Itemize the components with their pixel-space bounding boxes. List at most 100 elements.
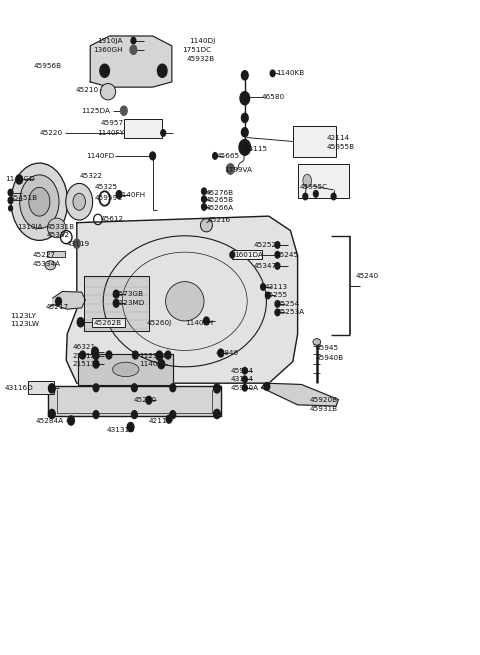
Circle shape bbox=[230, 252, 235, 258]
Text: 45260J: 45260J bbox=[146, 320, 172, 326]
Circle shape bbox=[241, 113, 248, 122]
Polygon shape bbox=[90, 36, 172, 87]
Circle shape bbox=[242, 384, 247, 391]
Circle shape bbox=[158, 360, 165, 369]
Ellipse shape bbox=[29, 187, 50, 216]
Text: 45955B: 45955B bbox=[326, 143, 355, 150]
Text: 45216: 45216 bbox=[207, 217, 230, 223]
Text: 1360GH: 1360GH bbox=[93, 47, 122, 53]
Circle shape bbox=[170, 384, 176, 392]
Circle shape bbox=[132, 384, 137, 392]
Text: 45347: 45347 bbox=[253, 263, 276, 269]
Circle shape bbox=[275, 252, 280, 258]
Text: 1140FH: 1140FH bbox=[185, 320, 213, 326]
Text: 21513A: 21513A bbox=[73, 361, 101, 367]
Circle shape bbox=[261, 284, 265, 290]
Text: 45932B: 45932B bbox=[186, 56, 215, 62]
Text: 45254: 45254 bbox=[276, 301, 300, 307]
Text: 43113: 43113 bbox=[265, 284, 288, 290]
Text: 1310JA: 1310JA bbox=[17, 223, 43, 230]
Circle shape bbox=[275, 242, 280, 248]
Text: 1799VA: 1799VA bbox=[224, 166, 252, 173]
Bar bbox=[124, 119, 162, 138]
Text: 43119: 43119 bbox=[66, 240, 89, 247]
Circle shape bbox=[264, 383, 270, 390]
Circle shape bbox=[213, 153, 217, 159]
Text: 45334A: 45334A bbox=[33, 261, 61, 267]
Circle shape bbox=[80, 351, 85, 359]
Polygon shape bbox=[84, 276, 149, 331]
Text: 45612: 45612 bbox=[101, 215, 124, 222]
Text: 45957: 45957 bbox=[101, 120, 124, 126]
Circle shape bbox=[48, 409, 55, 419]
Circle shape bbox=[48, 384, 55, 393]
Circle shape bbox=[73, 239, 80, 248]
Bar bbox=[232, 250, 262, 259]
Text: 45276B: 45276B bbox=[205, 189, 234, 196]
Circle shape bbox=[170, 411, 176, 419]
Text: 45665: 45665 bbox=[217, 153, 240, 159]
Text: 45325: 45325 bbox=[95, 184, 118, 191]
Circle shape bbox=[68, 416, 74, 425]
Text: 42114: 42114 bbox=[326, 135, 349, 141]
Text: 1123LW: 1123LW bbox=[11, 321, 39, 328]
Text: 21512: 21512 bbox=[73, 352, 96, 359]
Ellipse shape bbox=[100, 84, 116, 100]
Ellipse shape bbox=[201, 219, 212, 232]
Text: 1310JA: 1310JA bbox=[97, 37, 122, 44]
Text: 46321: 46321 bbox=[73, 344, 96, 350]
Circle shape bbox=[241, 71, 248, 80]
Circle shape bbox=[166, 415, 172, 423]
Circle shape bbox=[204, 317, 209, 325]
Circle shape bbox=[116, 191, 122, 198]
Circle shape bbox=[93, 352, 99, 360]
Text: 1751DC: 1751DC bbox=[182, 47, 212, 53]
Circle shape bbox=[313, 191, 318, 197]
Text: 45945: 45945 bbox=[316, 345, 339, 352]
Circle shape bbox=[77, 318, 84, 327]
Text: 45210: 45210 bbox=[75, 86, 98, 93]
Circle shape bbox=[265, 292, 270, 299]
Text: 45940B: 45940B bbox=[316, 354, 344, 361]
Text: 45331B: 45331B bbox=[47, 223, 75, 230]
Circle shape bbox=[8, 189, 13, 196]
Circle shape bbox=[113, 299, 119, 307]
Circle shape bbox=[240, 92, 250, 105]
Circle shape bbox=[239, 140, 251, 155]
Circle shape bbox=[8, 197, 13, 204]
Circle shape bbox=[157, 64, 167, 77]
Ellipse shape bbox=[20, 175, 59, 229]
Circle shape bbox=[113, 290, 119, 298]
Text: 1140EJ: 1140EJ bbox=[139, 361, 165, 367]
Circle shape bbox=[127, 422, 134, 432]
Circle shape bbox=[92, 347, 98, 356]
Circle shape bbox=[131, 37, 136, 44]
Circle shape bbox=[303, 193, 308, 200]
Circle shape bbox=[130, 45, 137, 54]
Circle shape bbox=[202, 188, 206, 195]
Text: 45322: 45322 bbox=[79, 172, 102, 179]
Text: 43114: 43114 bbox=[230, 376, 253, 383]
Text: 45950A: 45950A bbox=[230, 384, 259, 391]
Text: 45240: 45240 bbox=[355, 273, 378, 280]
Circle shape bbox=[275, 309, 280, 316]
Text: 45451B: 45451B bbox=[10, 195, 38, 202]
Text: 45931B: 45931B bbox=[310, 405, 338, 412]
Circle shape bbox=[270, 70, 275, 77]
Text: 45227: 45227 bbox=[33, 252, 56, 258]
Polygon shape bbox=[262, 383, 338, 406]
Circle shape bbox=[93, 384, 99, 392]
Text: 45217: 45217 bbox=[46, 304, 69, 310]
Bar bbox=[92, 318, 125, 327]
Ellipse shape bbox=[112, 362, 139, 377]
Bar bbox=[28, 381, 54, 394]
Circle shape bbox=[202, 196, 206, 202]
Text: 1573GB: 1573GB bbox=[114, 291, 144, 297]
Text: 45280: 45280 bbox=[133, 397, 156, 403]
Circle shape bbox=[227, 164, 234, 174]
Circle shape bbox=[218, 349, 224, 357]
Circle shape bbox=[214, 409, 220, 419]
Circle shape bbox=[214, 384, 220, 393]
Text: 45262B: 45262B bbox=[94, 320, 122, 326]
Circle shape bbox=[146, 396, 152, 404]
